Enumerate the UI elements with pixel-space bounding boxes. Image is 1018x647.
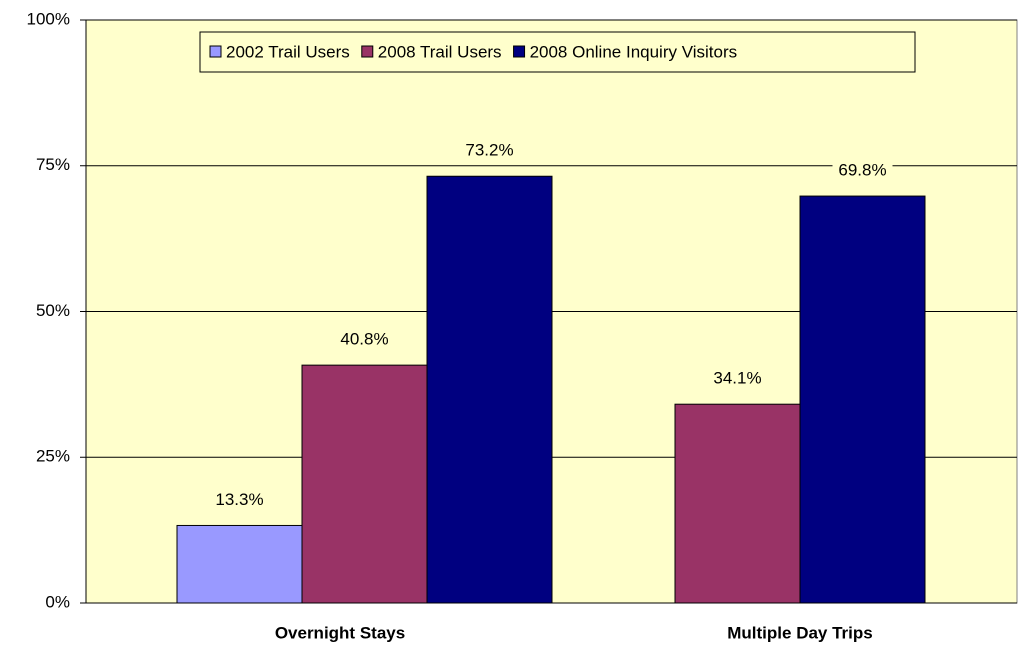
label-bg [209, 488, 270, 511]
label-bg [459, 139, 520, 162]
data-label: 13.3% [215, 490, 263, 509]
data-label: 73.2% [465, 141, 513, 160]
legend-label: 2008 Trail Users [378, 42, 502, 61]
bar [674, 403, 801, 604]
legend [199, 31, 916, 73]
bar [426, 175, 553, 604]
x-tick-label: Multiple Day Trips [727, 623, 872, 642]
y-tick-label: 25% [36, 447, 70, 466]
x-tick-label: Overnight Stays [275, 623, 405, 642]
bar [799, 195, 926, 604]
legend-label: 2008 Online Inquiry Visitors [530, 42, 738, 61]
label-bg [707, 367, 768, 390]
y-tick-label: 0% [45, 592, 70, 611]
label-bg [832, 159, 893, 182]
legend-swatch [513, 45, 526, 58]
data-label: 34.1% [713, 369, 761, 388]
y-tick-label: 100% [27, 9, 70, 28]
legend-swatch [361, 45, 374, 58]
data-label: 40.8% [340, 330, 388, 349]
y-tick-label: 50% [36, 301, 70, 320]
data-label: 69.8% [838, 161, 886, 180]
label-bg [334, 328, 395, 351]
bar [176, 524, 303, 604]
legend-label: 2002 Trail Users [226, 42, 350, 61]
bar [301, 364, 428, 604]
legend-swatch [209, 45, 222, 58]
y-tick-label: 75% [36, 155, 70, 174]
